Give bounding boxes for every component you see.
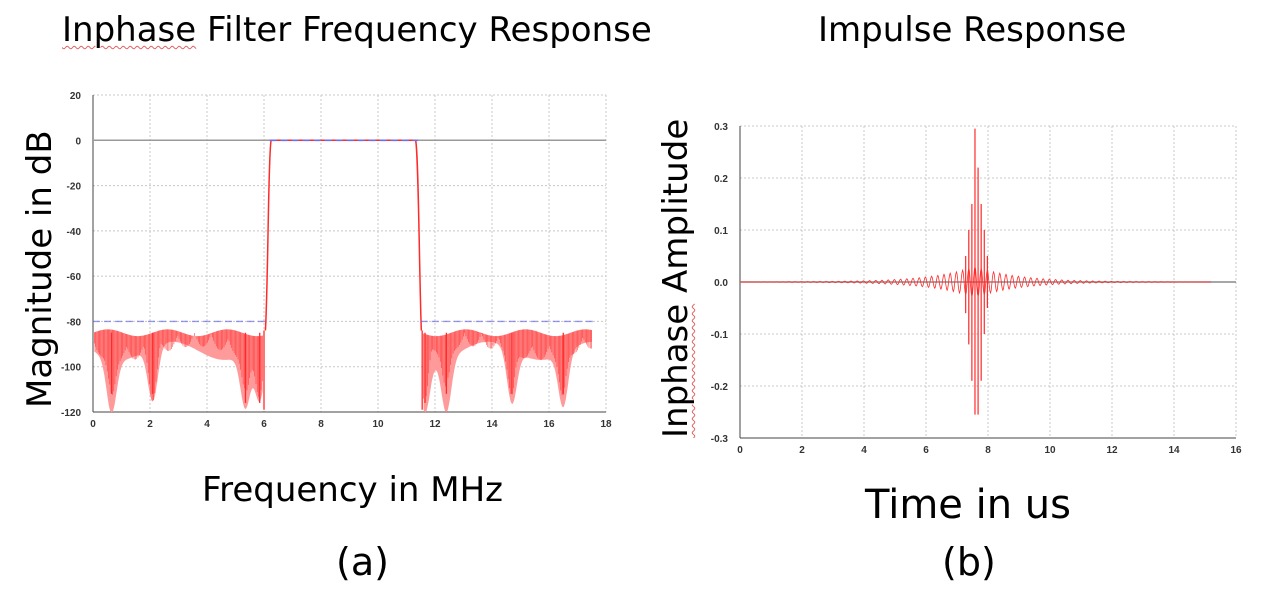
chart-b-y-tick-label: -0.1 (711, 330, 729, 341)
chart-a-x-tick-label: 6 (261, 419, 267, 430)
chart-a-passband-line (264, 139, 423, 331)
chart-a-xlabel: Frequency in MHz (202, 470, 504, 510)
chart-a-y-tick-label: -60 (67, 272, 82, 283)
chart-b-impulse-trace (739, 266, 1212, 297)
chart-a-y-tick-label: 0 (75, 136, 81, 147)
chart-b-title: Impulse Response (818, 10, 1127, 50)
chart-b-x-tick-label: 4 (861, 445, 867, 456)
chart-b-xlabel: Time in us (865, 482, 1071, 528)
chart-a-y-tick-label: 20 (70, 91, 82, 102)
chart-a-y-tick-label: -120 (61, 408, 81, 419)
chart-a-panel-label: (a) (336, 540, 389, 584)
chart-b-y-tick-label: -0.3 (711, 434, 729, 445)
chart-a-title: Inphase Filter Frequency Response (62, 10, 652, 50)
chart-b-y-tick-label: 0.2 (714, 174, 728, 185)
chart-a-x-tick-label: 10 (372, 419, 384, 430)
chart-a-y-tick-label: -40 (67, 227, 82, 238)
chart-b-panel-label: (b) (942, 540, 996, 584)
chart-b-x-tick-label: 2 (799, 445, 805, 456)
chart-a-x-tick-label: 16 (543, 419, 555, 430)
chart-a-plot: 0 2 4 6 8 10 12 14 16 18 20 0 -20 -40 -60 -80 -100 -120 (61, 91, 612, 430)
chart-b-x-tick-label: 12 (1106, 445, 1118, 456)
chart-b-y-tick-label: 0.1 (714, 226, 728, 237)
chart-a-title-prefix: Inphase (62, 10, 197, 50)
chart-a-stopband-ripple (423, 329, 592, 412)
chart-a-title-rest: Filter Frequency Response (207, 10, 652, 50)
chart-a-x-tick-label: 2 (147, 419, 153, 430)
chart-a-x-tick-label: 18 (600, 419, 612, 430)
chart-b-x-tick-label: 8 (985, 445, 991, 456)
chart-a-y-tick-label: -20 (67, 182, 82, 193)
chart-b-y-tick-label: -0.2 (711, 382, 729, 393)
chart-b-x-tick-label: 6 (923, 445, 929, 456)
chart-b-x-tick-label: 14 (1168, 445, 1180, 456)
chart-a-x-tick-label: 8 (318, 419, 324, 430)
chart-a-y-tick-label: -80 (67, 317, 82, 328)
chart-a-x-tick-label: 0 (90, 419, 96, 430)
chart-a-x-tick-label: 12 (429, 419, 441, 430)
chart-a-x-tick-label: 4 (204, 419, 210, 430)
chart-b-y-tick-label: 0.3 (714, 122, 728, 133)
chart-b-x-tick-label: 10 (1044, 445, 1056, 456)
chart-b-x-tick-label: 16 (1230, 445, 1242, 456)
chart-a-x-tick-label: 14 (486, 419, 498, 430)
chart-b-x-tick-label: 0 (737, 445, 743, 456)
chart-a-stopband-ripple (94, 329, 263, 412)
chart-a-stopband-strokes (94, 329, 592, 401)
chart-b-y-tick-label: 0.0 (714, 278, 728, 289)
chart-a-y-tick-label: -100 (61, 363, 81, 374)
chart-b-plot: 0 2 4 6 8 10 12 14 16 0.3 0.2 0.1 0.0 -0.1 -0.2 -0.3 (711, 122, 1242, 456)
